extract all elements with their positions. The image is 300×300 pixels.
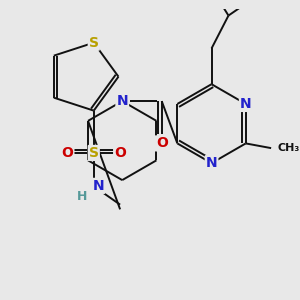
Text: CH₃: CH₃ <box>278 143 300 153</box>
Text: N: N <box>93 179 104 193</box>
Text: N: N <box>206 156 218 170</box>
Text: O: O <box>114 146 126 160</box>
Text: O: O <box>61 146 74 160</box>
Text: O: O <box>156 136 168 150</box>
Text: S: S <box>89 36 99 50</box>
Text: N: N <box>240 97 252 111</box>
Text: N: N <box>116 94 128 108</box>
Text: H: H <box>77 190 88 203</box>
Text: S: S <box>89 146 99 160</box>
